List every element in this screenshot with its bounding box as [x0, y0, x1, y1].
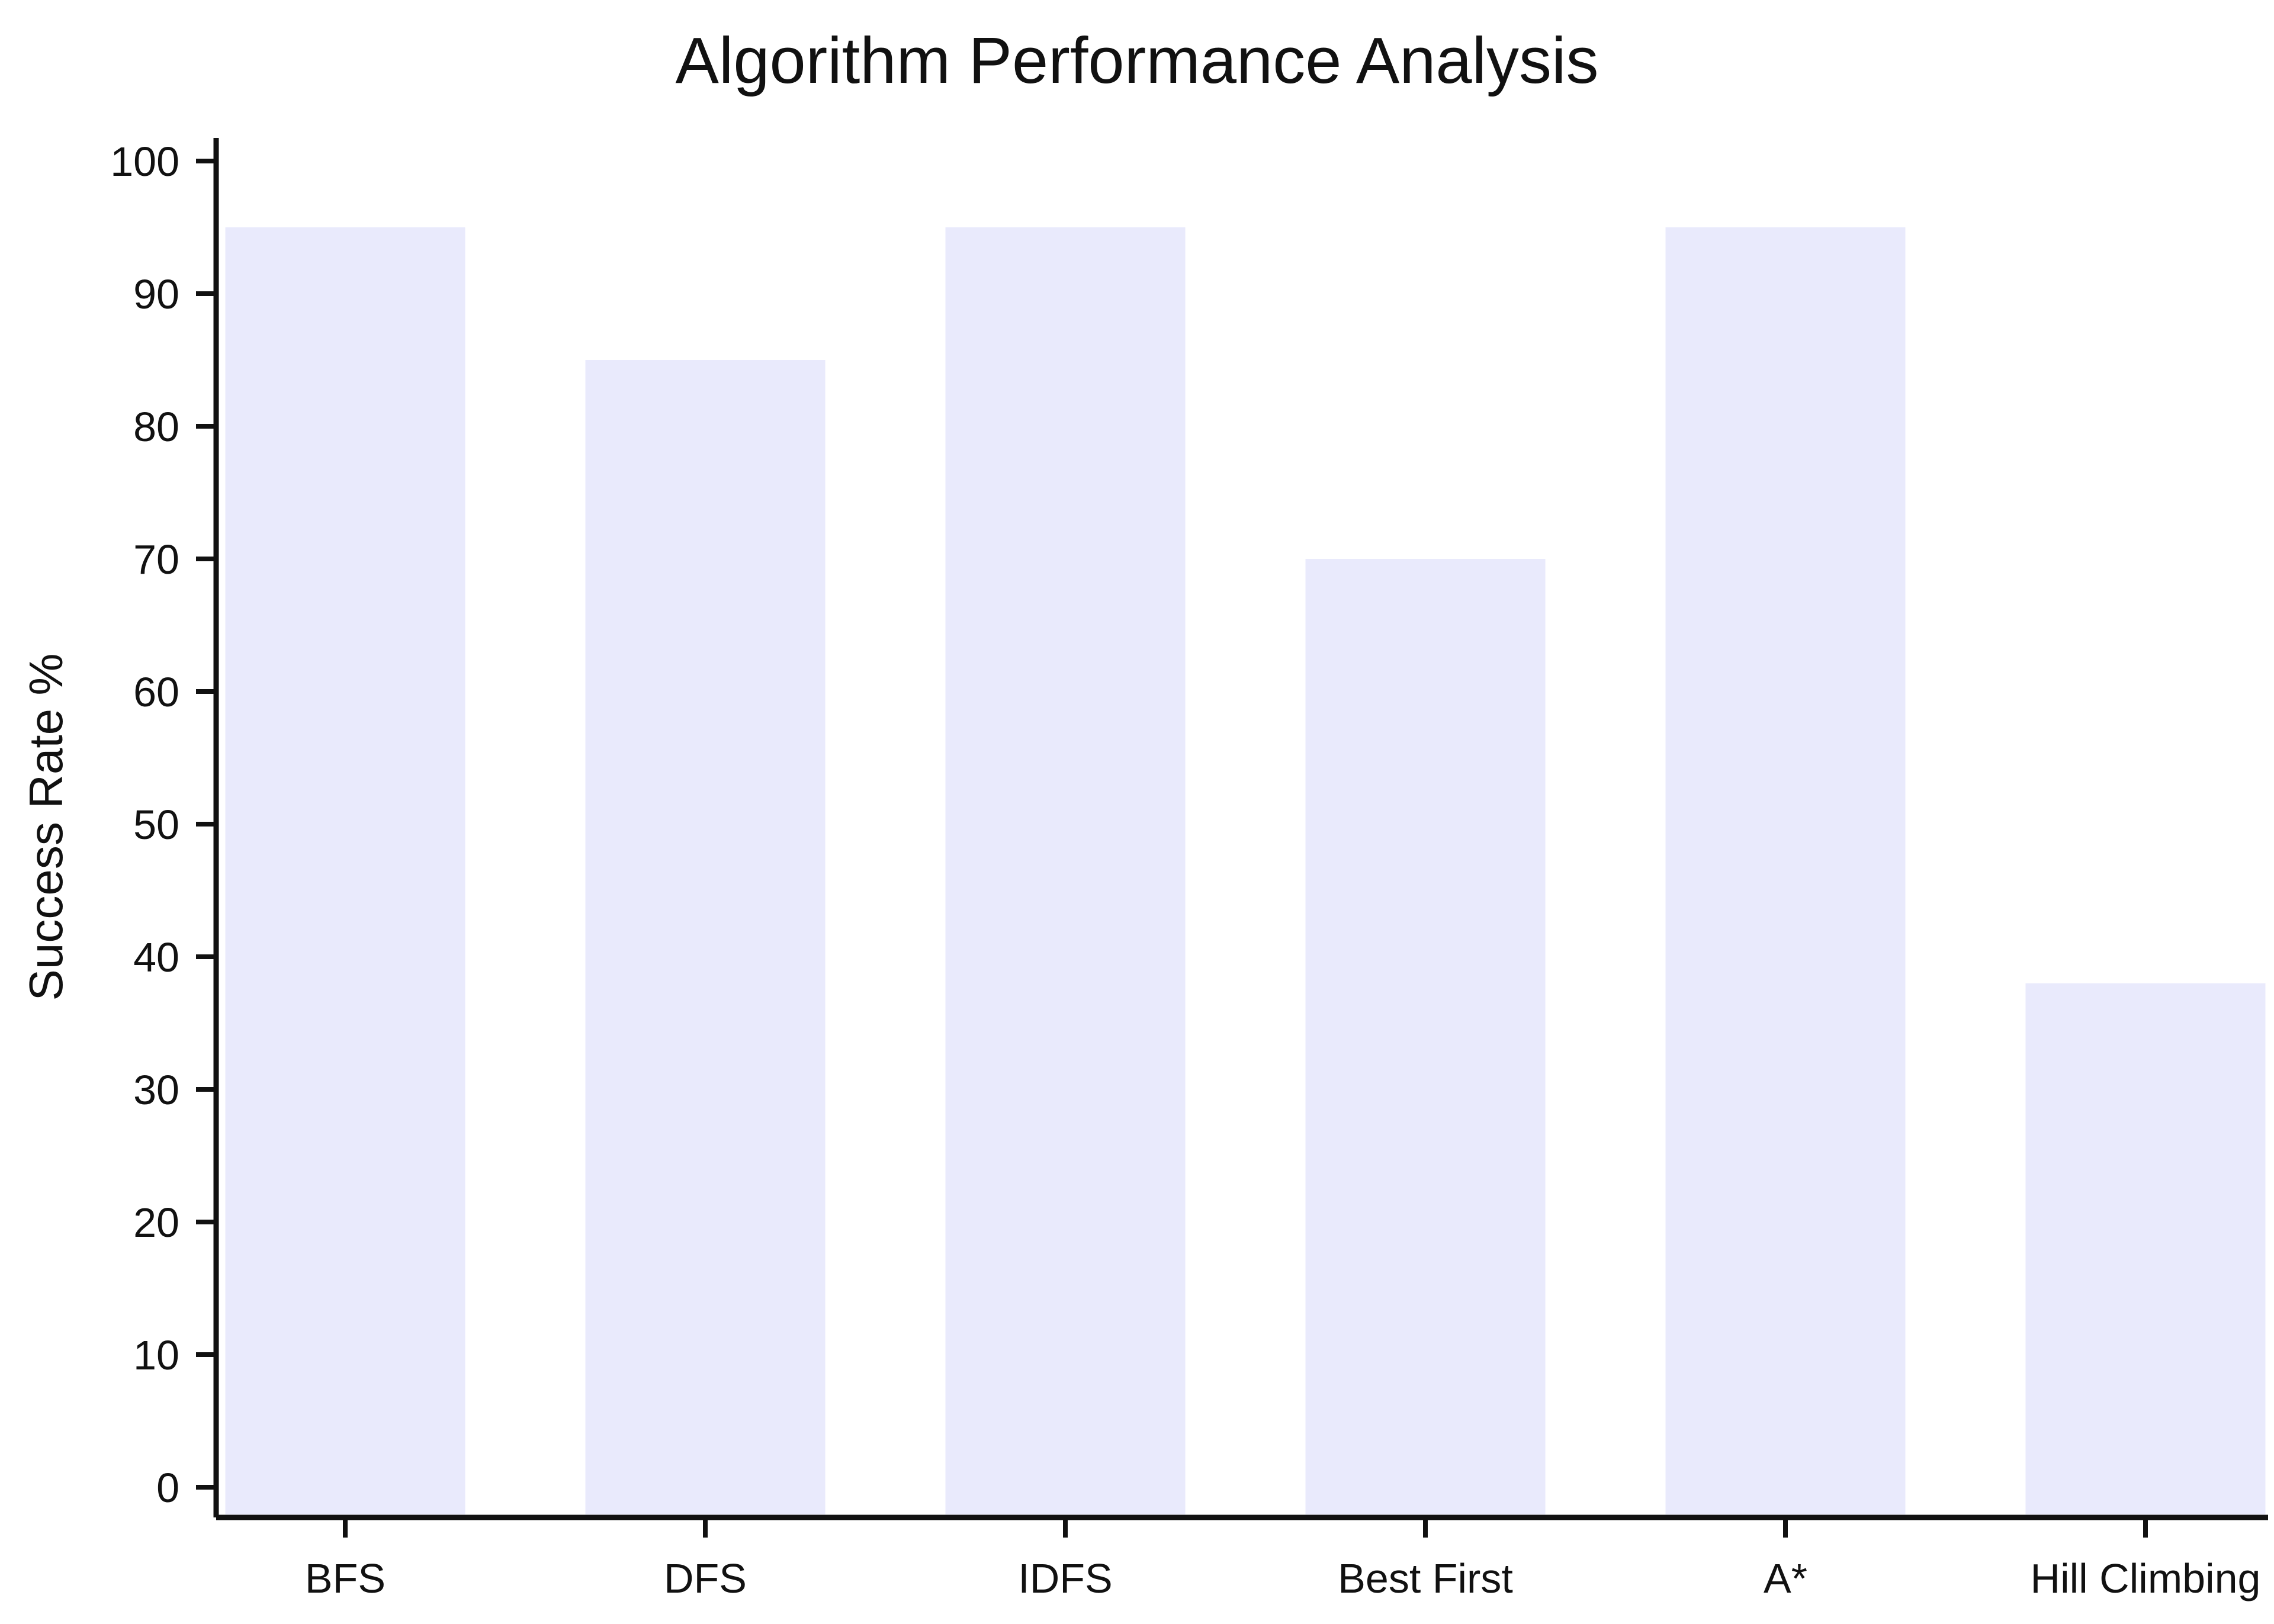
bar-hill-climbing — [2025, 983, 2266, 1514]
y-tick-label-20: 20 — [133, 1199, 179, 1246]
y-tick-label-90: 90 — [133, 271, 179, 317]
y-tick-label-40: 40 — [133, 934, 179, 980]
bar-bfs — [225, 227, 465, 1514]
y-tick-label-10: 10 — [133, 1332, 179, 1378]
bar-best-first — [1305, 559, 1546, 1514]
y-tick-label-30: 30 — [133, 1067, 179, 1113]
y-tick-label-100: 100 — [110, 139, 179, 185]
chart-title: Algorithm Performance Analysis — [676, 24, 1599, 97]
bar-astar — [1665, 227, 1906, 1514]
x-axis-ticks: BFS DFS IDFS Best First A* Hill Climbing — [305, 1517, 2261, 1602]
x-tick-label-hill-climbing: Hill Climbing — [2031, 1555, 2261, 1602]
y-tick-label-70: 70 — [133, 536, 179, 583]
x-tick-label-best-first: Best First — [1338, 1555, 1513, 1602]
y-tick-label-80: 80 — [133, 404, 179, 450]
x-tick-label-bfs: BFS — [305, 1555, 386, 1602]
y-tick-label-0: 0 — [156, 1465, 179, 1511]
y-tick-label-60: 60 — [133, 669, 179, 715]
bar-dfs — [585, 360, 826, 1514]
y-axis-ticks: 0 10 20 30 40 50 60 70 80 90 100 — [110, 139, 216, 1511]
x-tick-label-idfs: IDFS — [1018, 1555, 1112, 1602]
y-axis-label: Success Rate % — [20, 654, 72, 1001]
bar-idfs — [945, 227, 1186, 1514]
x-tick-label-astar: A* — [1764, 1555, 1807, 1602]
bars-layer — [225, 227, 2266, 1514]
x-tick-label-dfs: DFS — [664, 1555, 747, 1602]
y-tick-label-50: 50 — [133, 802, 179, 848]
